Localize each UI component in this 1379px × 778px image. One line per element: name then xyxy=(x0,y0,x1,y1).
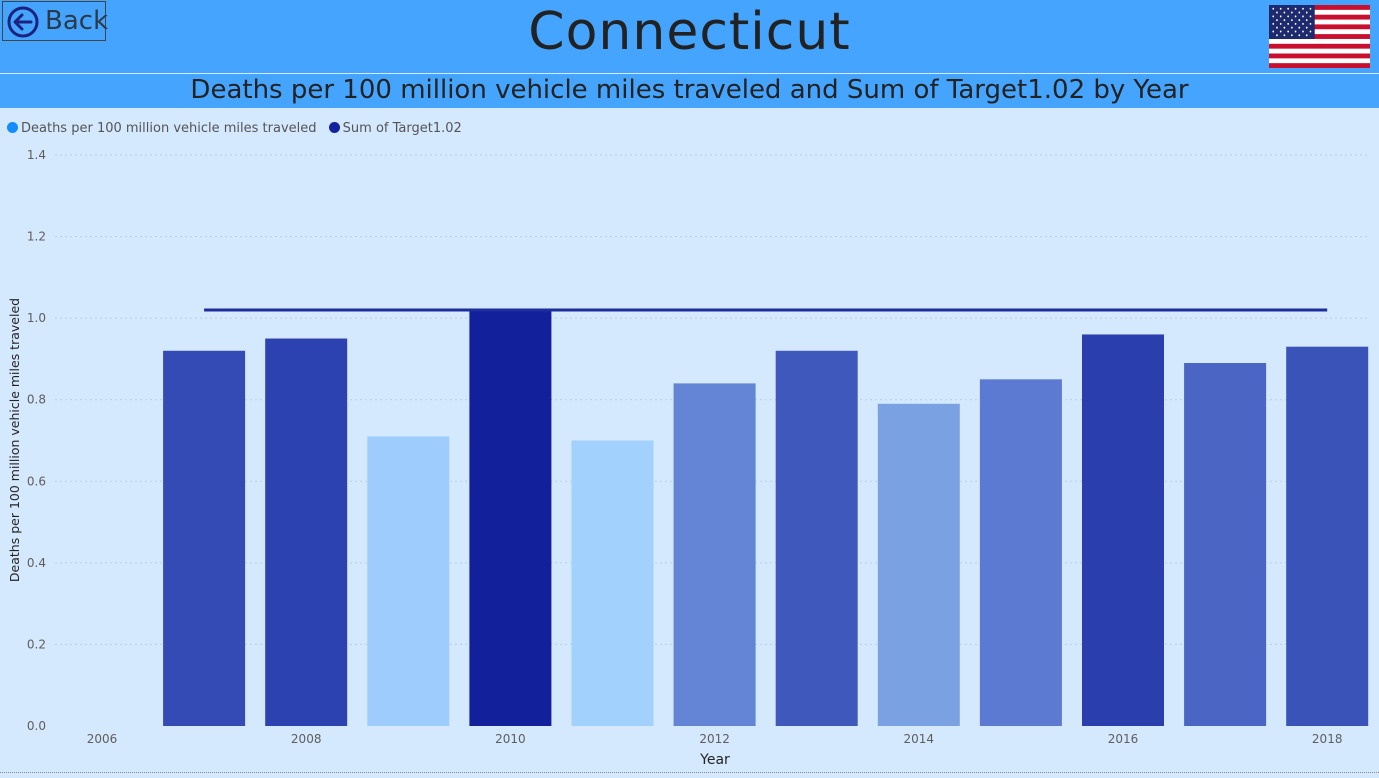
bar-2007[interactable] xyxy=(163,350,246,726)
y-tick-label: 1.0 xyxy=(27,311,46,325)
legend-item-target[interactable]: Sum of Target1.02 xyxy=(328,121,462,136)
bar-2016[interactable] xyxy=(1082,334,1164,726)
x-tick-label: 2014 xyxy=(904,732,935,746)
bar-2010[interactable] xyxy=(469,309,552,726)
x-tick-label: 2008 xyxy=(291,732,322,746)
bar-2018[interactable] xyxy=(1286,346,1369,726)
y-tick-label: 0.4 xyxy=(27,556,46,570)
legend-label-target: Sum of Target1.02 xyxy=(342,121,462,136)
x-tick-label: 2016 xyxy=(1108,732,1139,746)
bar-2011[interactable] xyxy=(571,440,654,727)
legend-item-deaths[interactable]: Deaths per 100 million vehicle miles tra… xyxy=(7,121,317,136)
x-tick-label: 2018 xyxy=(1312,732,1343,746)
page-title: Connecticut xyxy=(528,2,851,62)
y-tick-label: 0.2 xyxy=(27,637,46,651)
y-axis-title: Deaths per 100 million vehicle miles tra… xyxy=(7,298,22,582)
bar-2013[interactable] xyxy=(775,350,858,726)
bar-2009[interactable] xyxy=(367,436,450,726)
x-tick-label: 2010 xyxy=(495,732,526,746)
x-tick-label: 2006 xyxy=(87,732,118,746)
chart-title: Deaths per 100 million vehicle miles tra… xyxy=(190,75,1189,105)
us-flag-icon xyxy=(1269,5,1370,68)
bar-2017[interactable] xyxy=(1184,363,1267,726)
x-axis-title: Year xyxy=(699,752,730,768)
y-tick-label: 0.6 xyxy=(27,474,46,488)
chart-legend: Deaths per 100 million vehicle miles tra… xyxy=(7,121,470,139)
arrow-left-circle-icon xyxy=(7,6,39,38)
bar-2014[interactable] xyxy=(877,403,960,726)
y-tick-label: 0.0 xyxy=(27,719,46,733)
chart-title-bar: Deaths per 100 million vehicle miles tra… xyxy=(0,74,1379,108)
header-bar: Back Connecticut xyxy=(0,0,1379,73)
x-tick-label: 2012 xyxy=(699,732,730,746)
bar-2012[interactable] xyxy=(673,383,756,726)
page-bottom-border xyxy=(0,772,1379,778)
y-tick-label: 0.8 xyxy=(27,393,46,407)
back-button[interactable]: Back xyxy=(2,1,109,41)
y-tick-label: 1.2 xyxy=(27,230,46,244)
legend-label-deaths: Deaths per 100 million vehicle miles tra… xyxy=(21,121,317,136)
back-button-label: Back xyxy=(45,6,109,36)
legend-marker-target xyxy=(328,122,340,133)
bar-2015[interactable] xyxy=(979,379,1062,726)
legend-marker-deaths xyxy=(7,122,18,133)
bar-2008[interactable] xyxy=(265,338,348,726)
y-tick-label: 1.4 xyxy=(27,148,46,162)
